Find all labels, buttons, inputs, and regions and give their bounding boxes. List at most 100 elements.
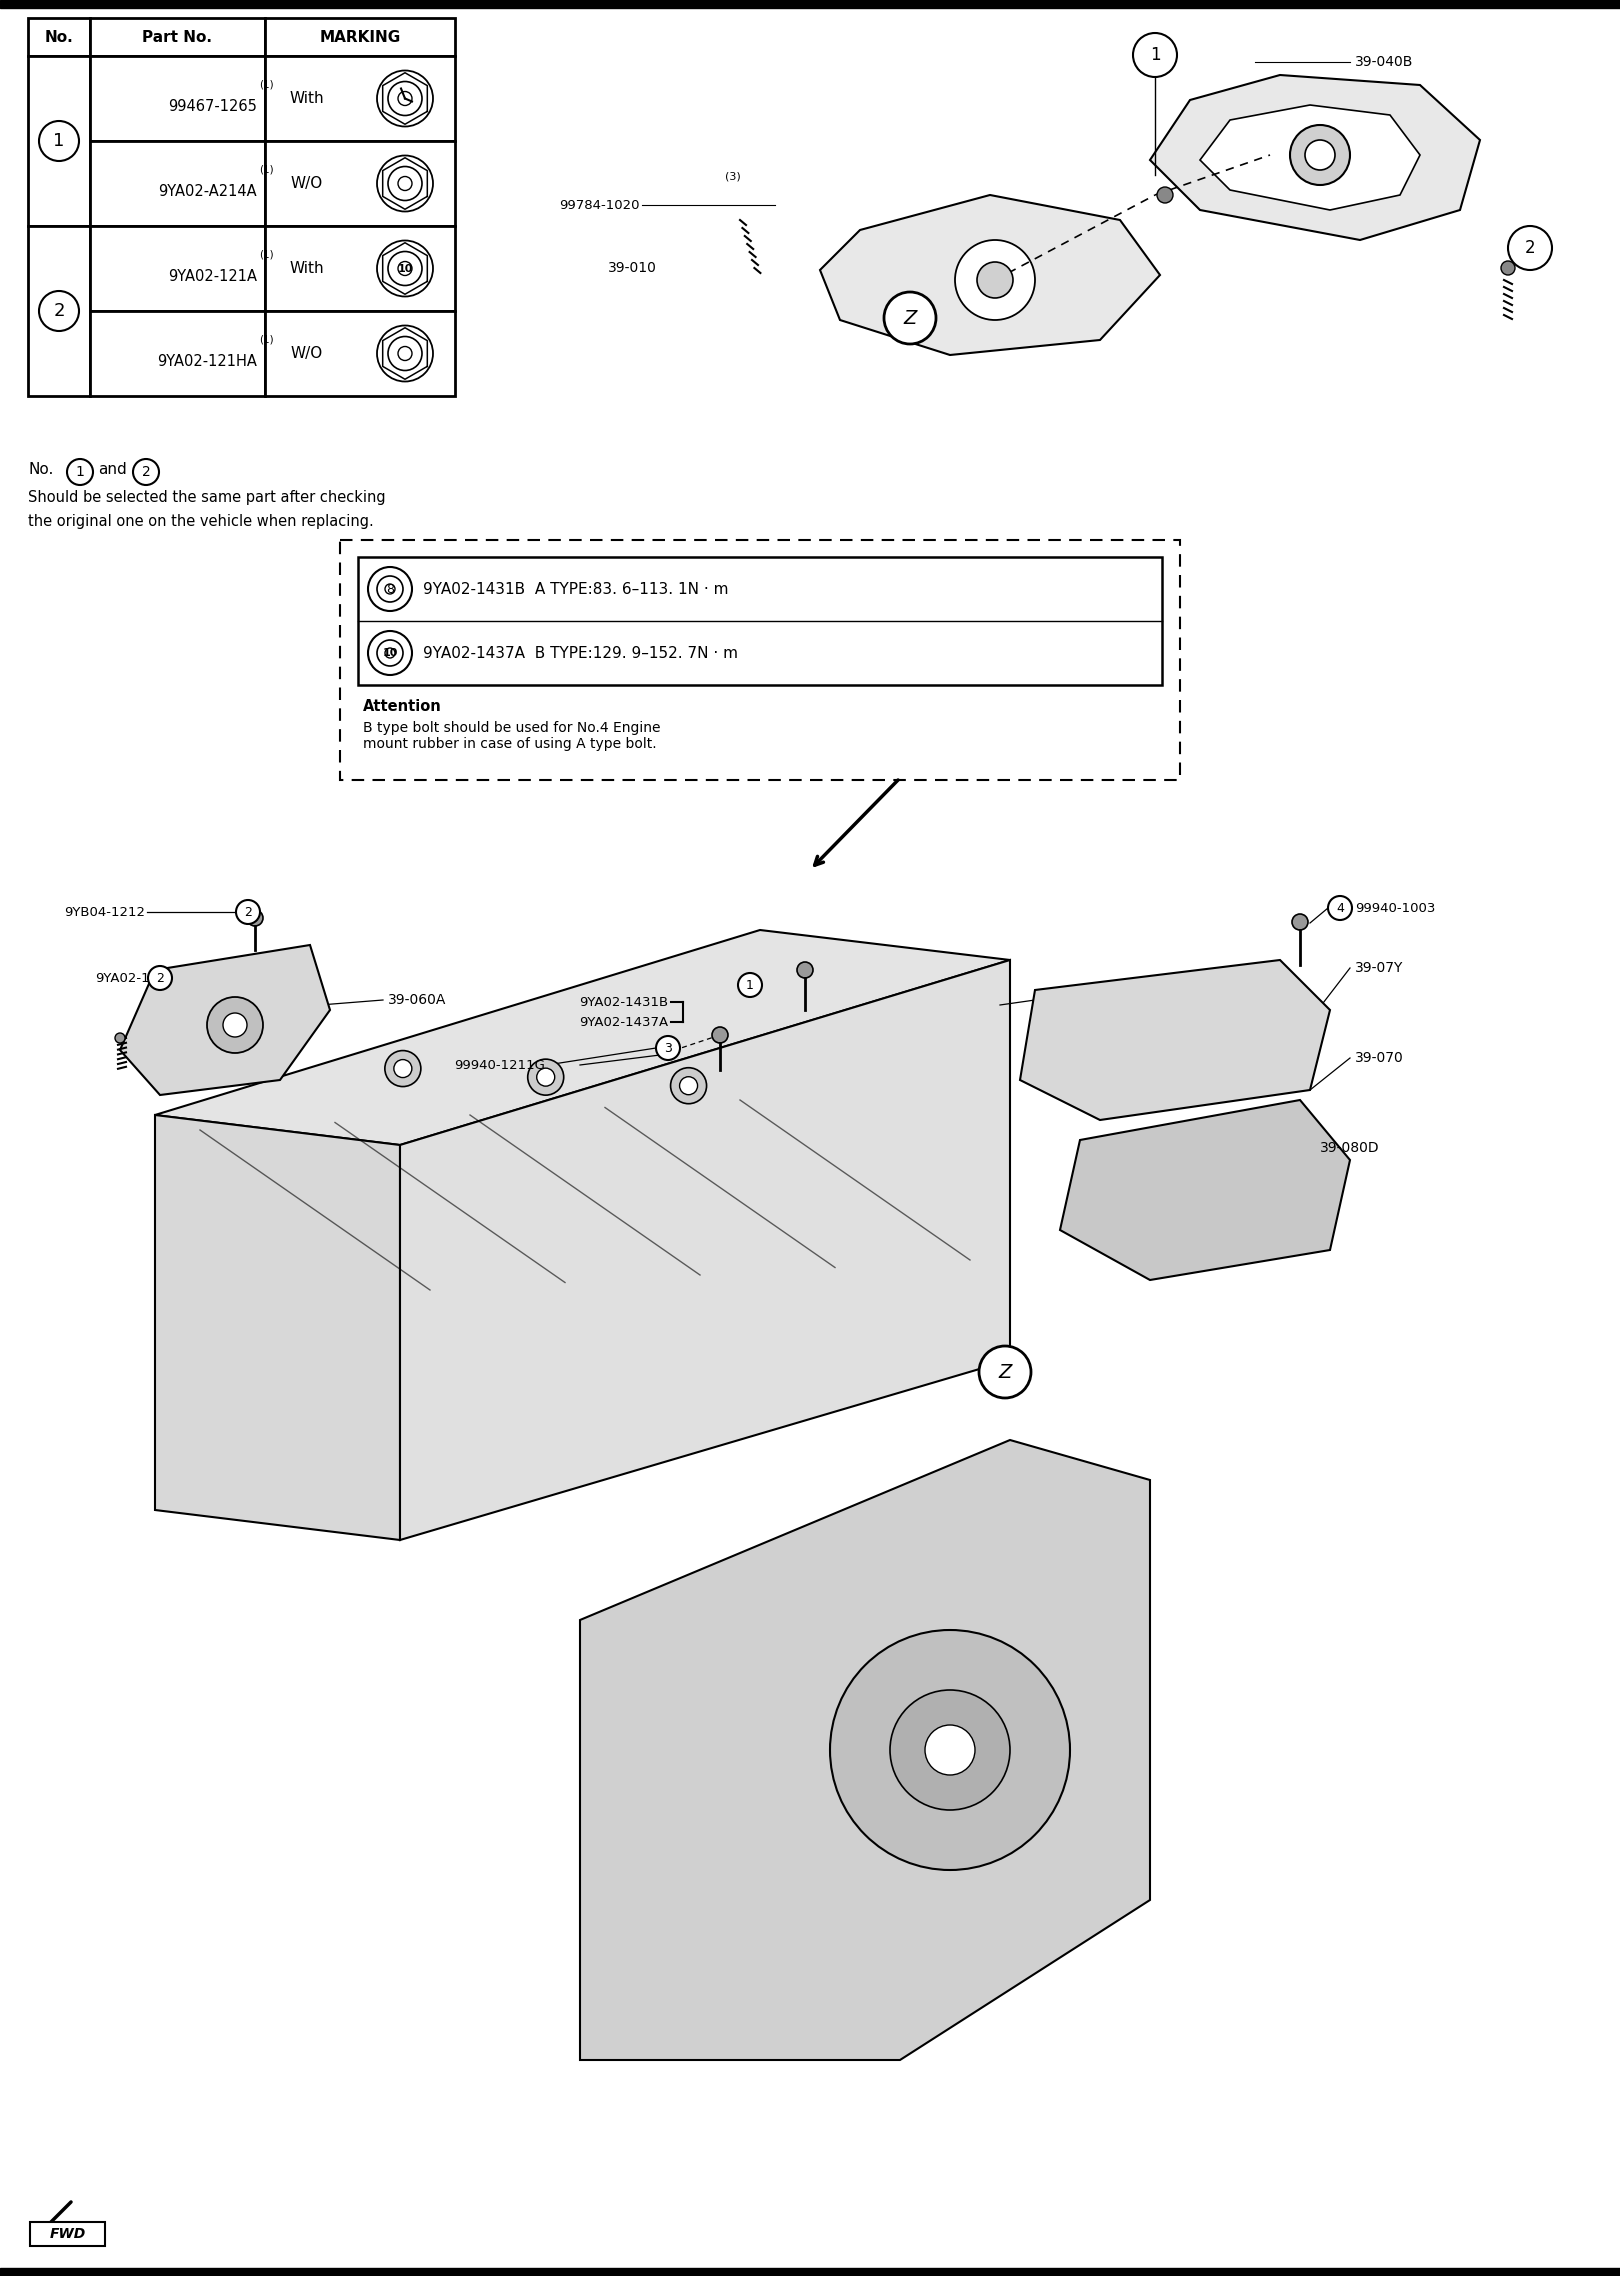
Text: 2: 2 [156, 972, 164, 986]
Polygon shape [120, 945, 330, 1095]
Circle shape [956, 239, 1035, 321]
Text: 39-010: 39-010 [608, 262, 656, 275]
Circle shape [399, 178, 411, 191]
Bar [91, 312, 266, 396]
Polygon shape [820, 196, 1160, 355]
Circle shape [1328, 897, 1353, 920]
Circle shape [1502, 262, 1515, 275]
Text: and: and [97, 462, 126, 478]
Bar [266, 312, 455, 396]
Text: 99940-1003: 99940-1003 [1354, 901, 1435, 915]
Circle shape [399, 346, 411, 360]
Text: 9YA02-121A: 9YA02-121A [168, 269, 258, 284]
Bar [91, 57, 266, 141]
Text: 1: 1 [1150, 46, 1160, 64]
Text: 9YA02-A214A: 9YA02-A214A [159, 184, 258, 198]
Text: (1): (1) [259, 335, 274, 344]
Text: No.: No. [45, 30, 73, 46]
Circle shape [739, 974, 761, 997]
Circle shape [66, 460, 92, 485]
Text: MARKING: MARKING [319, 30, 400, 46]
Bar [91, 225, 266, 312]
Bar [266, 225, 455, 312]
Text: Z: Z [998, 1363, 1011, 1382]
Circle shape [389, 337, 421, 371]
Text: 39-070: 39-070 [1354, 1052, 1405, 1065]
Text: Should be selected the same part after checking: Should be selected the same part after c… [28, 489, 386, 505]
Circle shape [377, 71, 433, 127]
Circle shape [386, 1052, 421, 1086]
Text: 39-060A: 39-060A [389, 992, 447, 1006]
Bar [0, 2267, 1620, 2276]
Bar [266, 18, 455, 57]
Bar [358, 558, 1162, 685]
Circle shape [237, 899, 259, 924]
Circle shape [1290, 125, 1349, 184]
Circle shape [528, 1058, 564, 1095]
Polygon shape [156, 1115, 400, 1541]
Text: (1): (1) [259, 164, 274, 175]
Text: 9YA02-121J: 9YA02-121J [96, 972, 170, 986]
Circle shape [115, 1033, 125, 1042]
Circle shape [386, 649, 395, 658]
Text: 39-07Y: 39-07Y [1354, 960, 1403, 974]
Text: 4: 4 [1336, 901, 1345, 915]
Circle shape [39, 121, 79, 162]
Circle shape [1293, 915, 1307, 931]
Bar [31, 2221, 105, 2246]
Bar [91, 18, 266, 57]
Text: Z: Z [904, 310, 917, 328]
Circle shape [394, 1061, 411, 1077]
Text: 9YA02-1437A: 9YA02-1437A [578, 1015, 667, 1029]
Circle shape [368, 630, 411, 676]
Polygon shape [400, 960, 1009, 1541]
Circle shape [389, 82, 421, 116]
Polygon shape [1021, 960, 1330, 1120]
Text: 10: 10 [397, 264, 413, 273]
Text: 10: 10 [382, 649, 397, 658]
Circle shape [885, 291, 936, 344]
Text: 9YA02-1431B: 9YA02-1431B [578, 995, 667, 1008]
Circle shape [713, 1026, 727, 1042]
Circle shape [1306, 141, 1335, 171]
Bar [0, 0, 1620, 9]
Circle shape [241, 1042, 279, 1079]
Circle shape [377, 325, 433, 382]
Text: Attention: Attention [363, 699, 442, 715]
Polygon shape [1059, 1099, 1349, 1279]
Text: With: With [290, 91, 324, 107]
Bar [28, 18, 91, 57]
Text: (1): (1) [259, 80, 274, 89]
Circle shape [399, 262, 411, 275]
Text: 99940-1211G: 99940-1211G [454, 1058, 544, 1072]
Circle shape [377, 155, 433, 212]
Circle shape [977, 262, 1012, 298]
Circle shape [224, 1013, 246, 1038]
Circle shape [1508, 225, 1552, 271]
Polygon shape [156, 931, 1009, 1145]
Text: (3): (3) [726, 171, 740, 182]
Bar [266, 57, 455, 141]
Text: 3: 3 [664, 1042, 672, 1054]
Circle shape [829, 1630, 1069, 1871]
Circle shape [368, 567, 411, 610]
Circle shape [536, 1067, 554, 1086]
Circle shape [797, 963, 813, 979]
Text: (1): (1) [259, 250, 274, 259]
Text: Part No.: Part No. [143, 30, 212, 46]
Circle shape [399, 91, 411, 105]
Bar [28, 225, 91, 396]
Text: 9YB04-1212: 9YB04-1212 [65, 906, 146, 920]
Bar [91, 141, 266, 225]
FancyBboxPatch shape [340, 539, 1179, 781]
Text: No.: No. [28, 462, 53, 478]
Text: FWD: FWD [50, 2226, 86, 2242]
Text: the original one on the vehicle when replacing.: the original one on the vehicle when rep… [28, 514, 374, 528]
Text: With: With [290, 262, 324, 275]
Circle shape [246, 910, 262, 926]
Circle shape [39, 291, 79, 330]
Circle shape [389, 253, 421, 284]
Circle shape [1132, 32, 1178, 77]
Text: 2: 2 [53, 303, 65, 321]
Text: 2: 2 [245, 906, 253, 920]
